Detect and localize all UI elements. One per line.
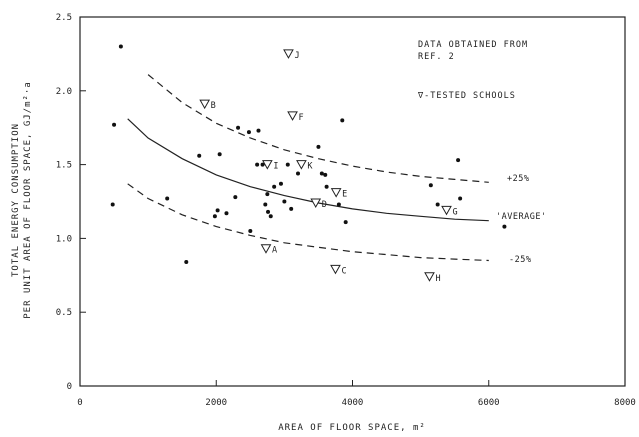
tested-school-marker (296, 160, 307, 170)
tested-school-label: C (341, 266, 346, 276)
reference-data-point (343, 220, 348, 225)
plot-frame (79, 16, 626, 387)
data-source-annotation-line2: REF. 2 (418, 52, 455, 62)
reference-data-point (197, 153, 202, 158)
reference-data-point (319, 171, 324, 176)
curves (127, 74, 489, 262)
reference-data-point (456, 158, 461, 163)
tested-school-label: B (211, 101, 216, 111)
tested-school-marker (261, 160, 273, 170)
tested-school-marker (199, 99, 211, 110)
average-curve (127, 118, 489, 222)
tested-school-label: K (307, 162, 313, 172)
reference-data-point (212, 214, 217, 219)
tested-school-label: E (342, 190, 347, 200)
reference-data-point (118, 44, 123, 49)
reference-data-point (268, 214, 273, 219)
y-tick-label: 0.5 (56, 308, 72, 318)
tested-school-marker (283, 49, 294, 59)
reference-data-point (435, 202, 440, 207)
reference-data-point (272, 184, 277, 189)
reference-data-point (282, 199, 287, 204)
reference-data-point (323, 172, 328, 177)
upper-band-label: +25% (507, 174, 529, 184)
tested-school-points: J B F I K E D G A C H (199, 49, 458, 284)
upper-25-percent-curve (147, 74, 489, 183)
reference-data-point (255, 162, 260, 167)
reference-data-point (428, 183, 433, 188)
axis-ticks: 0 2000 4000 6000 8000 0 0.5 1.0 1.5 2.0 2.5 (56, 13, 636, 408)
y-axis-title-line2: PER UNIT AREA OF FLOOR SPACE, GJ/m²·a (23, 81, 33, 318)
reference-data-point (260, 162, 265, 167)
reference-data-point (246, 130, 251, 135)
tested-school-marker (310, 198, 322, 208)
reference-data-point (296, 171, 300, 176)
tested-school-marker (441, 205, 452, 216)
reference-data-point (165, 196, 170, 201)
reference-data-point (217, 152, 222, 157)
x-axis-title: AREA OF FLOOR SPACE, m² (278, 423, 426, 433)
reference-data-point (289, 206, 294, 211)
data-source-annotation-line1: DATA OBTAINED FROM (418, 40, 528, 50)
reference-data-point (324, 184, 329, 189)
reference-data-point (248, 229, 253, 234)
tested-school-label: J (294, 51, 299, 61)
tested-schools-legend: ∇-TESTED SCHOOLS (417, 91, 516, 101)
reference-data-point (265, 192, 270, 197)
reference-data-point (458, 196, 463, 201)
y-tick-label: 1.0 (56, 234, 72, 244)
tested-school-label: F (299, 113, 304, 123)
reference-data-point (316, 144, 321, 149)
y-tick-label: 2.5 (56, 13, 72, 23)
y-tick-label: 0 (67, 382, 72, 392)
tested-school-marker (330, 188, 342, 198)
reference-points (110, 44, 507, 265)
y-tick-label: 1.5 (56, 161, 72, 171)
reference-data-point (266, 209, 271, 214)
reference-data-point (278, 181, 283, 186)
tested-school-label: A (272, 246, 277, 256)
tested-school-label: D (322, 200, 327, 210)
x-tick-label: 8000 (614, 398, 636, 408)
x-tick-label: 0 (77, 398, 82, 408)
y-axis-title-line1: TOTAL ENERGY CONSUMPTION (11, 123, 21, 277)
reference-data-point (256, 128, 261, 133)
reference-data-point (263, 202, 268, 207)
tested-school-marker (424, 272, 435, 282)
reference-data-point (110, 202, 115, 207)
x-tick-label: 2000 (205, 398, 227, 408)
x-tick-label: 6000 (478, 398, 500, 408)
reference-data-point (233, 195, 238, 200)
reference-data-point (224, 211, 229, 216)
reference-data-point (285, 162, 290, 167)
tested-school-label: G (453, 207, 458, 217)
reference-data-point (336, 202, 341, 207)
reference-data-point (502, 224, 507, 229)
reference-data-point (236, 125, 241, 130)
reference-data-point (112, 122, 117, 127)
tested-school-marker (287, 111, 298, 121)
y-tick-label: 2.0 (56, 87, 72, 97)
lower-25-percent-curve (127, 183, 489, 262)
tested-school-marker (330, 264, 341, 275)
tested-school-label: H (435, 274, 440, 284)
average-curve-label: 'AVERAGE' (496, 212, 547, 222)
tested-school-label: I (273, 162, 278, 172)
tested-school-marker (260, 244, 272, 254)
lower-band-label: -25% (509, 255, 531, 265)
reference-data-point (215, 208, 220, 213)
reference-data-point (184, 260, 189, 265)
x-tick-label: 4000 (342, 398, 364, 408)
reference-data-point (340, 118, 345, 123)
